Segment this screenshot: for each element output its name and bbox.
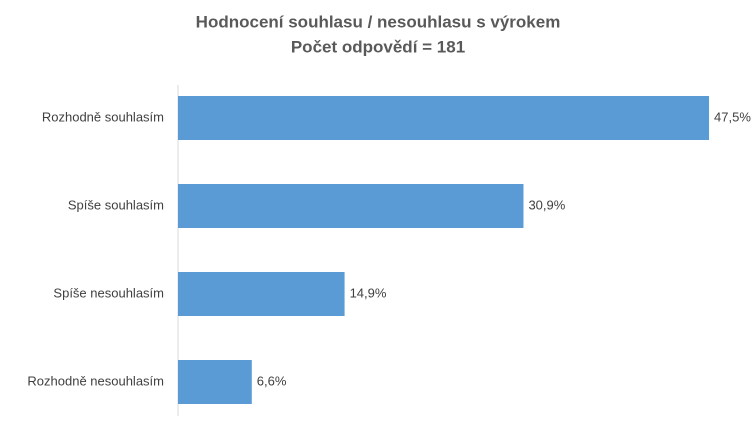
chart-title: Hodnocení souhlasu / nesouhlasu s výroke… — [196, 12, 561, 31]
bar — [178, 272, 345, 316]
value-label: 6,6% — [257, 373, 287, 388]
y-tick-label: Rozhodně souhlasím — [42, 109, 164, 124]
y-tick-label: Spíše nesouhlasím — [53, 285, 164, 300]
value-label: 47,5% — [714, 109, 751, 124]
chart-subtitle: Počet odpovědí = 181 — [291, 37, 465, 56]
bar — [178, 184, 524, 228]
y-tick-label: Spíše souhlasím — [68, 197, 164, 212]
value-label: 30,9% — [528, 197, 565, 212]
bar — [178, 96, 710, 140]
bar — [178, 360, 252, 404]
value-label: 14,9% — [350, 285, 387, 300]
y-tick-label: Rozhodně nesouhlasím — [27, 373, 164, 388]
